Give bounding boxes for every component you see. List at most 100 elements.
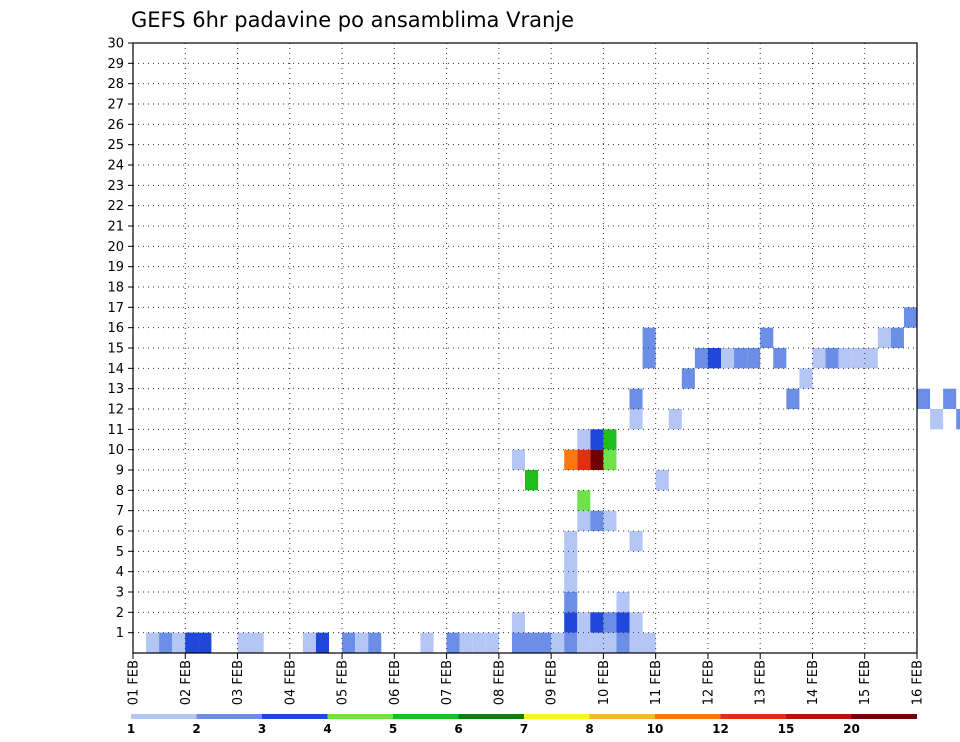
heat-cell bbox=[551, 632, 565, 653]
heat-cell bbox=[773, 348, 787, 369]
heat-cell bbox=[564, 531, 578, 552]
y-tick-label: 10 bbox=[107, 443, 124, 458]
y-tick-label: 6 bbox=[116, 525, 124, 540]
chart-title: GEFS 6hr padavine po ansamblima Vranje bbox=[131, 8, 574, 32]
colorbar-label: 7 bbox=[520, 722, 528, 736]
heat-cell bbox=[655, 470, 669, 491]
colorbar-label: 4 bbox=[323, 722, 331, 736]
heat-cell bbox=[707, 348, 721, 369]
x-tick-label: 05 FEB bbox=[336, 660, 351, 705]
x-tick-label: 14 FEB bbox=[806, 660, 821, 705]
colorbar-swatch bbox=[786, 714, 852, 719]
heat-cell bbox=[629, 531, 643, 552]
heat-cell bbox=[825, 348, 839, 369]
heat-cell bbox=[838, 348, 852, 369]
y-tick-label: 16 bbox=[107, 321, 124, 336]
y-tick-label: 15 bbox=[107, 342, 124, 357]
x-tick-label: 01 FEB bbox=[127, 660, 142, 705]
y-tick-label: 3 bbox=[116, 586, 124, 601]
y-tick-label: 23 bbox=[107, 179, 124, 194]
heat-cell bbox=[146, 632, 160, 653]
heat-cell bbox=[943, 388, 957, 409]
colorbar-label: 20 bbox=[843, 722, 860, 736]
heat-cell bbox=[930, 409, 944, 430]
heat-cell bbox=[603, 429, 617, 450]
heat-cell bbox=[851, 348, 865, 369]
y-tick-label: 27 bbox=[107, 98, 124, 113]
x-tick-label: 06 FEB bbox=[388, 660, 403, 705]
heat-cell bbox=[760, 327, 774, 348]
x-tick-label: 04 FEB bbox=[283, 660, 298, 705]
heat-cell bbox=[629, 409, 643, 430]
y-tick-label: 14 bbox=[107, 362, 124, 377]
heat-cell bbox=[538, 632, 552, 653]
heat-cell bbox=[511, 632, 525, 653]
heat-cell bbox=[577, 490, 591, 511]
y-tick-label: 5 bbox=[116, 545, 124, 560]
heat-cell bbox=[525, 632, 539, 653]
heat-cell bbox=[511, 612, 525, 633]
heat-cell bbox=[368, 632, 382, 653]
heat-cell bbox=[812, 348, 826, 369]
y-tick-label: 11 bbox=[107, 423, 124, 438]
heat-cell bbox=[734, 348, 748, 369]
heat-cell bbox=[747, 348, 761, 369]
y-tick-label: 2 bbox=[116, 606, 124, 621]
colorbar-label: 3 bbox=[258, 722, 266, 736]
heat-cell bbox=[420, 632, 434, 653]
heat-cell bbox=[668, 409, 682, 430]
heat-cell bbox=[355, 632, 369, 653]
heat-cell bbox=[511, 449, 525, 470]
colorbar-swatch bbox=[524, 714, 590, 719]
heat-cell bbox=[642, 327, 656, 348]
heat-cell bbox=[198, 632, 212, 653]
heat-cell bbox=[642, 348, 656, 369]
y-tick-label: 4 bbox=[116, 565, 124, 580]
colorbar-label: 2 bbox=[192, 722, 200, 736]
y-tick-label: 28 bbox=[107, 77, 124, 92]
colorbar-swatch bbox=[655, 714, 721, 719]
x-tick-label: 03 FEB bbox=[231, 660, 246, 705]
y-tick-label: 21 bbox=[107, 220, 124, 235]
heat-cell bbox=[485, 632, 499, 653]
heat-cell bbox=[564, 551, 578, 572]
heat-cell bbox=[315, 632, 329, 653]
heat-cell bbox=[472, 632, 486, 653]
cells-layer bbox=[146, 307, 960, 653]
heat-cell bbox=[864, 348, 878, 369]
heat-cell bbox=[250, 632, 264, 653]
x-tick-label: 13 FEB bbox=[754, 660, 769, 705]
heat-cell bbox=[459, 632, 473, 653]
colorbar-swatch bbox=[720, 714, 786, 719]
heat-cell bbox=[172, 632, 186, 653]
heat-cell bbox=[616, 632, 630, 653]
y-tick-label: 12 bbox=[107, 403, 124, 418]
colorbar-swatch bbox=[851, 714, 917, 719]
grid-layer bbox=[133, 43, 917, 653]
colorbar-label: 10 bbox=[647, 722, 664, 736]
heat-cell bbox=[642, 632, 656, 653]
x-tick-label: 08 FEB bbox=[492, 660, 507, 705]
heat-cell bbox=[603, 612, 617, 633]
heat-cell bbox=[917, 388, 931, 409]
y-tick-label: 7 bbox=[116, 504, 124, 519]
colorbar-swatch bbox=[393, 714, 459, 719]
heat-cell bbox=[629, 612, 643, 633]
heat-cell bbox=[159, 632, 173, 653]
heat-cell bbox=[590, 612, 604, 633]
heat-cell bbox=[446, 632, 460, 653]
heat-cell bbox=[616, 592, 630, 613]
y-tick-label: 17 bbox=[107, 301, 124, 316]
y-tick-label: 29 bbox=[107, 57, 124, 72]
x-tick-label: 15 FEB bbox=[858, 660, 873, 705]
heat-cell bbox=[577, 632, 591, 653]
colorbar-swatch bbox=[589, 714, 655, 719]
heat-cell bbox=[590, 510, 604, 531]
colorbar: 1 2 3 4 5 6 7 8 10 12 15 20 bbox=[127, 714, 917, 736]
x-tick-label: 09 FEB bbox=[545, 660, 560, 705]
heat-cell bbox=[616, 612, 630, 633]
colorbar-label: 1 bbox=[127, 722, 135, 736]
y-tick-label: 8 bbox=[116, 484, 124, 499]
x-tick-label: 07 FEB bbox=[440, 660, 455, 705]
